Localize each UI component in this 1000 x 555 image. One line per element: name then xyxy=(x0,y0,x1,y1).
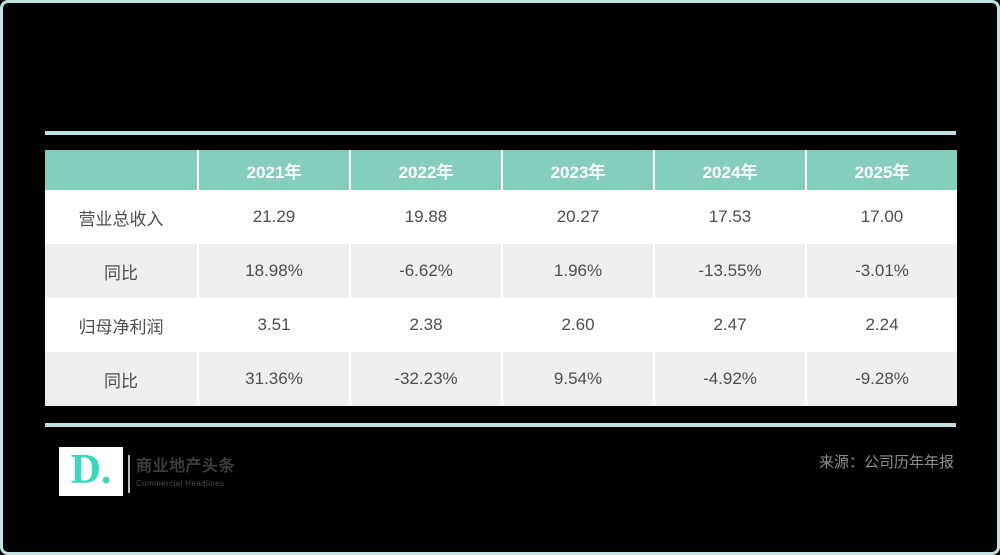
header-empty-cell xyxy=(45,150,197,190)
brand-name-en: Commercial Headlines xyxy=(136,478,225,488)
header-year-2024: 2024年 xyxy=(653,150,805,190)
row-label: 营业总收入 xyxy=(45,190,197,244)
top-divider-line xyxy=(45,131,956,135)
financial-table: 2021年 2022年 2023年 2024年 2025年 营业总收入 21.2… xyxy=(45,150,957,406)
row-label: 同比 xyxy=(45,352,197,406)
logo-separator xyxy=(128,455,130,493)
header-year-2023: 2023年 xyxy=(501,150,653,190)
source-note: 来源：公司历年年报 xyxy=(818,454,954,471)
brand-name-cn: 商业地产头条 xyxy=(136,458,236,475)
brand-logo: D. xyxy=(59,447,123,496)
table-cell: 20.27 xyxy=(501,190,653,244)
table-cell: 2.47 xyxy=(653,298,805,352)
header-year-2025: 2025年 xyxy=(805,150,957,190)
brand-text-block: 商业地产头条 Commercial Headlines xyxy=(136,458,235,488)
table-cell: 3.51 xyxy=(197,298,349,352)
table-cell: 31.36% xyxy=(197,352,349,406)
row-label: 归母净利润 xyxy=(45,298,197,352)
row-label: 同比 xyxy=(45,244,197,298)
table-cell: 19.88 xyxy=(349,190,501,244)
table-cell: 2.38 xyxy=(349,298,501,352)
table-cell: -4.92% xyxy=(653,352,805,406)
table-cell: 9.54% xyxy=(501,352,653,406)
table-grid: 2021年 2022年 2023年 2024年 2025年 营业总收入 21.2… xyxy=(45,150,957,406)
logo-d-icon: D. xyxy=(70,446,112,493)
header-year-2022: 2022年 xyxy=(349,150,501,190)
table-cell: -6.62% xyxy=(349,244,501,298)
table-cell: -9.28% xyxy=(805,352,957,406)
table-cell: 2.60 xyxy=(501,298,653,352)
table-cell: -13.55% xyxy=(653,244,805,298)
table-cell: 1.96% xyxy=(501,244,653,298)
header-year-2021: 2021年 xyxy=(197,150,349,190)
table-cell: 21.29 xyxy=(197,190,349,244)
table-cell: 17.00 xyxy=(805,190,957,244)
table-cell: 17.53 xyxy=(653,190,805,244)
table-cell: 2.24 xyxy=(805,298,957,352)
bottom-divider-line xyxy=(45,423,956,427)
table-cell: -3.01% xyxy=(805,244,957,298)
table-cell: 18.98% xyxy=(197,244,349,298)
table-cell: -32.23% xyxy=(349,352,501,406)
